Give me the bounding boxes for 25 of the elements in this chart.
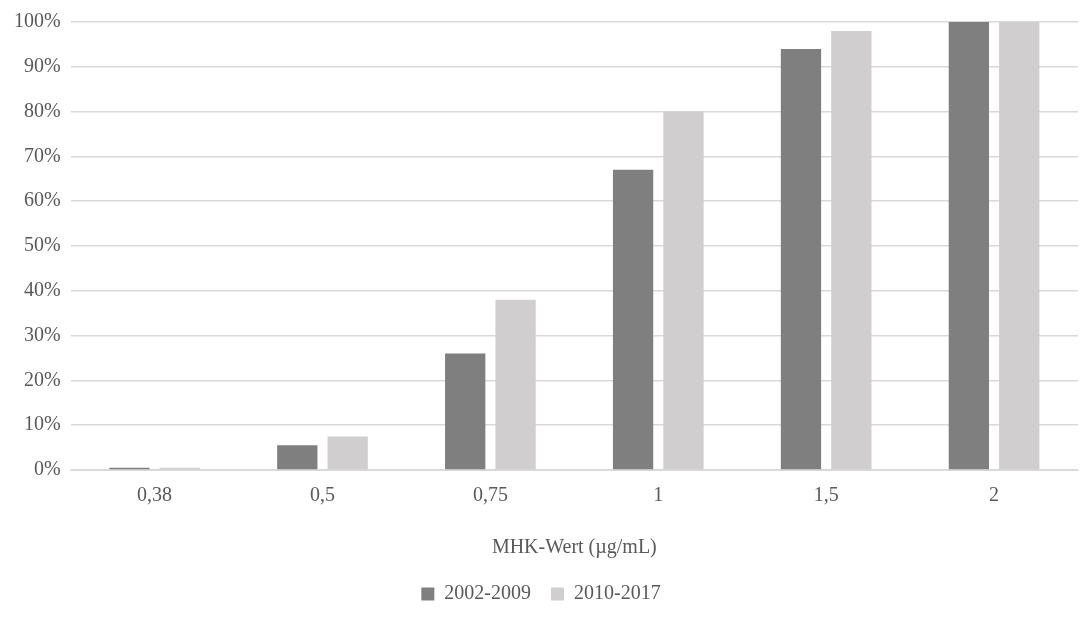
y-tick-label: 60% xyxy=(23,188,61,211)
bar xyxy=(780,48,822,470)
x-tick-label: 0,5 xyxy=(310,483,335,506)
y-tick-label: 10% xyxy=(23,412,61,435)
y-tick-label: 0% xyxy=(33,457,61,480)
x-tick-label: 1,5 xyxy=(813,483,839,506)
y-tick-label: 80% xyxy=(23,98,61,121)
y-tick-label: 90% xyxy=(23,54,61,77)
y-tick-label: 100% xyxy=(13,9,61,32)
legend-label: 2010-2017 xyxy=(574,581,661,604)
y-tick-label: 50% xyxy=(23,233,61,256)
y-tick-label: 20% xyxy=(23,367,61,390)
y-tick-label: 30% xyxy=(23,322,61,345)
bar xyxy=(948,22,990,470)
x-tick-label: 0,38 xyxy=(137,483,173,506)
y-tick-label: 70% xyxy=(23,143,61,166)
legend-label: 2002-2009 xyxy=(444,581,532,604)
bar xyxy=(277,445,318,470)
x-tick-label: 2 xyxy=(989,483,1000,506)
x-axis-title: MHK-Wert (µg/mL) xyxy=(491,535,657,559)
bar xyxy=(612,169,654,470)
x-tick-label: 1 xyxy=(653,483,664,506)
x-tick-label: 0,75 xyxy=(472,483,508,506)
y-tick-label: 40% xyxy=(23,278,61,301)
bar xyxy=(445,353,486,470)
